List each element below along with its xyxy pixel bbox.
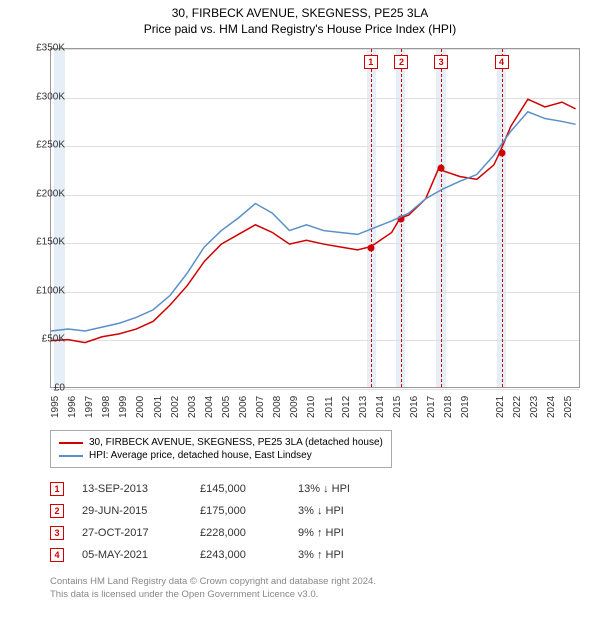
x-axis-label: 2023 <box>529 396 540 418</box>
x-axis-label: 2002 <box>170 396 181 418</box>
txn-date: 05-MAY-2021 <box>82 549 182 561</box>
txn-price: £175,000 <box>200 505 280 517</box>
y-axis-label: £300K <box>36 91 65 102</box>
x-axis-label: 2025 <box>563 396 574 418</box>
x-axis-label: 2021 <box>495 396 506 418</box>
x-axis-label: 2000 <box>135 396 146 418</box>
txn-marker: 2 <box>50 504 64 518</box>
x-axis-label: 2008 <box>272 396 283 418</box>
x-axis-label: 2003 <box>187 396 198 418</box>
txn-marker: 3 <box>50 526 64 540</box>
x-axis-label: 2012 <box>341 396 352 418</box>
txn-pct: 3% ↓ HPI <box>298 505 388 517</box>
x-axis-label: 2017 <box>426 396 437 418</box>
x-axis-label: 2015 <box>392 396 403 418</box>
x-axis-label: 2009 <box>289 396 300 418</box>
y-axis-label: £150K <box>36 237 65 248</box>
footer-attribution: Contains HM Land Registry data © Crown c… <box>50 576 376 602</box>
series-line <box>51 112 576 331</box>
x-axis-label: 1998 <box>101 396 112 418</box>
y-axis-label: £100K <box>36 285 65 296</box>
x-axis-label: 2001 <box>153 396 164 418</box>
txn-price: £145,000 <box>200 483 280 495</box>
transaction-row: 4 05-MAY-2021 £243,000 3% ↑ HPI <box>50 544 388 566</box>
x-axis-label: 2004 <box>204 396 215 418</box>
x-axis-label: 2005 <box>221 396 232 418</box>
txn-date: 29-JUN-2015 <box>82 505 182 517</box>
page-title: 30, FIRBECK AVENUE, SKEGNESS, PE25 3LA <box>0 0 600 20</box>
y-axis-label: £0 <box>54 383 65 394</box>
legend-label: HPI: Average price, detached house, East… <box>89 450 312 461</box>
x-axis-label: 2024 <box>546 396 557 418</box>
txn-pct: 9% ↑ HPI <box>298 527 388 539</box>
transactions-table: 1 13-SEP-2013 £145,000 13% ↓ HPI 2 29-JUN-201… <box>50 478 388 566</box>
transaction-row: 2 29-JUN-2015 £175,000 3% ↓ HPI <box>50 500 388 522</box>
price-chart: 1234 <box>50 48 580 388</box>
legend-label: 30, FIRBECK AVENUE, SKEGNESS, PE25 3LA (… <box>89 437 383 448</box>
txn-date: 27-OCT-2017 <box>82 527 182 539</box>
transaction-row: 1 13-SEP-2013 £145,000 13% ↓ HPI <box>50 478 388 500</box>
x-axis-label: 1999 <box>118 396 129 418</box>
transaction-row: 3 27-OCT-2017 £228,000 9% ↑ HPI <box>50 522 388 544</box>
y-axis-label: £200K <box>36 188 65 199</box>
legend-item: 30, FIRBECK AVENUE, SKEGNESS, PE25 3LA (… <box>59 436 383 449</box>
series-line <box>51 99 576 342</box>
x-axis-label: 2013 <box>358 396 369 418</box>
x-axis-label: 2018 <box>443 396 454 418</box>
txn-marker: 4 <box>50 548 64 562</box>
y-axis-label: £250K <box>36 140 65 151</box>
y-axis-label: £50K <box>42 334 65 345</box>
legend-swatch <box>59 455 83 457</box>
txn-price: £228,000 <box>200 527 280 539</box>
x-axis-label: 1995 <box>50 396 61 418</box>
txn-date: 13-SEP-2013 <box>82 483 182 495</box>
x-axis-label: 2006 <box>238 396 249 418</box>
txn-pct: 3% ↑ HPI <box>298 549 388 561</box>
legend-swatch <box>59 442 83 444</box>
txn-pct: 13% ↓ HPI <box>298 483 388 495</box>
txn-marker: 1 <box>50 482 64 496</box>
page-subtitle: Price paid vs. HM Land Registry's House … <box>0 20 600 36</box>
x-axis-label: 2010 <box>306 396 317 418</box>
y-axis-label: £350K <box>36 43 65 54</box>
chart-legend: 30, FIRBECK AVENUE, SKEGNESS, PE25 3LA (… <box>50 430 392 468</box>
footer-line-2: This data is licensed under the Open Gov… <box>50 589 376 602</box>
x-axis-label: 2014 <box>375 396 386 418</box>
x-axis-label: 2016 <box>409 396 420 418</box>
x-axis-label: 1996 <box>67 396 78 418</box>
x-axis-label: 2007 <box>255 396 266 418</box>
x-axis-label: 2019 <box>460 396 471 418</box>
x-axis-label: 1997 <box>84 396 95 418</box>
x-axis-label: 2011 <box>324 396 335 418</box>
x-axis-label: 2022 <box>512 396 523 418</box>
txn-price: £243,000 <box>200 549 280 561</box>
legend-item: HPI: Average price, detached house, East… <box>59 449 383 462</box>
footer-line-1: Contains HM Land Registry data © Crown c… <box>50 576 376 589</box>
